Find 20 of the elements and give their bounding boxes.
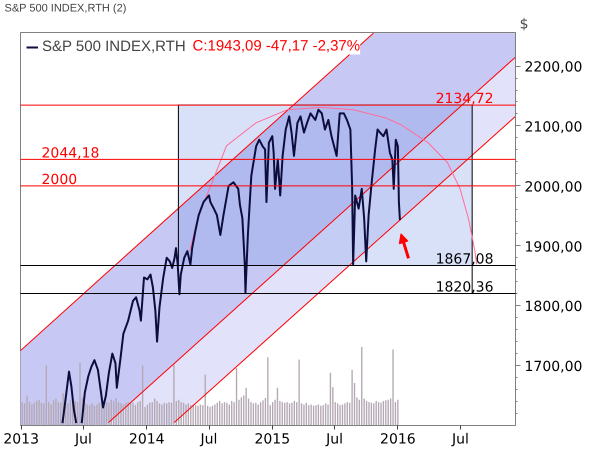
- x-tick-label: Jul: [74, 432, 92, 448]
- x-tick-label: Jul: [451, 432, 469, 448]
- chart-title: S&P 500 INDEX,RTH (2): [4, 2, 126, 14]
- x-tick-label: 2013: [3, 432, 40, 448]
- x-tick-label: Jul: [200, 432, 218, 448]
- x-tick-label: 2014: [128, 432, 165, 448]
- y-tick-label: 1800,00: [524, 299, 582, 316]
- x-tick-label: 2015: [254, 432, 290, 448]
- y-tick-label: 2000,00: [524, 179, 582, 196]
- x-tick-label: 2016: [380, 432, 416, 448]
- y-tick-label: 1900,00: [524, 239, 582, 256]
- y-tick-label: 2200,00: [524, 60, 582, 76]
- annotation: C:1943,09 -47,17 -2,37%: [192, 38, 360, 54]
- y-axis-title: $: [520, 16, 529, 32]
- legend-label: S&P 500 INDEX,RTH: [42, 38, 186, 55]
- x-tick-label: Jul: [325, 432, 344, 448]
- ref-line-label: 2044,18: [42, 145, 100, 162]
- y-tick-label: 2100,00: [524, 119, 582, 136]
- y-tick-label: 1700,00: [524, 359, 582, 376]
- ref-line-label: 2000: [42, 172, 78, 188]
